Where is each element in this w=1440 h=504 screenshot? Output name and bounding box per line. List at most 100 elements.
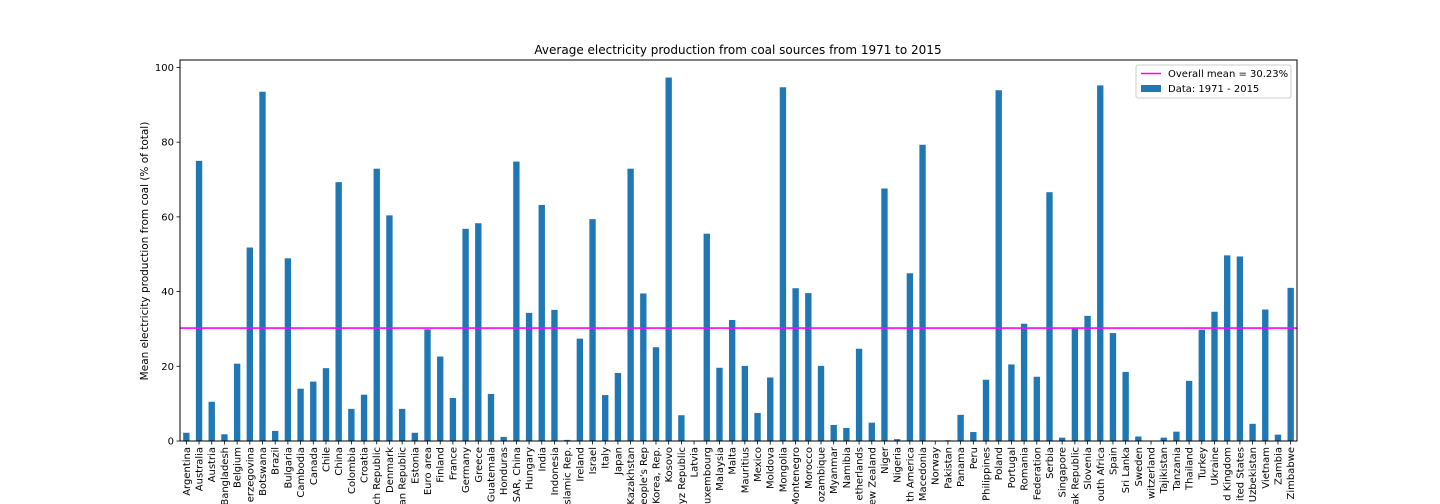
- bar-5: [246, 247, 253, 441]
- bar-18: [411, 432, 418, 441]
- x-tick-label: Japan: [613, 447, 624, 476]
- x-axis-ticks: Argentina Australia Austria Bangladesh Belgi…: [182, 441, 1297, 504]
- bar-3: [221, 434, 228, 441]
- bar-38: [665, 77, 672, 441]
- bar-77: [1160, 437, 1167, 441]
- x-tick-label: Tajikistan: [1159, 447, 1170, 494]
- bar-86: [1274, 434, 1282, 441]
- x-tick-label: ited States: [1235, 447, 1246, 501]
- bar-30: [563, 439, 571, 441]
- x-tick-label: Italy: [601, 447, 612, 469]
- x-tick-label: uxembourg: [702, 447, 713, 504]
- x-tick-label: Turkey: [1197, 447, 1208, 481]
- bar-1: [195, 160, 203, 441]
- x-tick-label: Hungary: [525, 447, 536, 490]
- x-tick-label: Niger: [880, 446, 891, 474]
- x-tick-label: witzerland: [1147, 447, 1158, 499]
- bar-64: [995, 90, 1002, 441]
- x-tick-label: Canada: [309, 447, 320, 485]
- x-tick-label: Thailand: [1185, 447, 1196, 491]
- x-tick-label: Indonesia: [550, 447, 561, 495]
- bar-73: [1109, 333, 1117, 441]
- bar-13: [348, 408, 355, 441]
- bar-6: [259, 91, 266, 441]
- x-tick-label: th America: [905, 447, 916, 502]
- bar-55: [881, 188, 888, 441]
- bar-75: [1135, 436, 1142, 441]
- x-tick-label: Latvia: [690, 447, 701, 477]
- bar-34: [614, 373, 622, 441]
- bar-72: [1097, 85, 1104, 442]
- bar-43: [728, 319, 736, 441]
- bar-63: [982, 379, 990, 441]
- x-tick-label: Ukraine: [1210, 447, 1221, 486]
- bar-52: [843, 427, 850, 441]
- bar-67: [1033, 376, 1040, 441]
- x-tick-label: Greece: [474, 447, 485, 483]
- bar-37: [652, 347, 660, 441]
- bar-29: [551, 309, 558, 441]
- x-tick-label: Myanmar: [829, 446, 840, 494]
- x-tick-label: Colombia: [347, 447, 358, 494]
- y-tick-label: 0: [168, 437, 174, 448]
- x-tick-label: Belgium: [233, 447, 244, 488]
- x-tick-label: Peru: [969, 447, 980, 469]
- legend-mean-label: Overall mean = 30.23%: [1168, 69, 1288, 80]
- bar-68: [1046, 192, 1053, 441]
- bar-56: [893, 439, 901, 441]
- x-tick-label: Ireland: [575, 447, 586, 482]
- x-tick-label: Pakistan: [943, 447, 954, 489]
- bar-46: [767, 377, 774, 441]
- bar-87: [1287, 287, 1294, 441]
- x-tick-label: etherlands: [855, 447, 866, 500]
- x-tick-label: Singapore: [1058, 447, 1069, 497]
- x-tick-label: Sweden: [1134, 447, 1145, 487]
- bar-58: [919, 144, 926, 442]
- x-tick-label: Zambia: [1273, 447, 1284, 485]
- bar-10: [310, 381, 317, 441]
- bar-50: [817, 365, 825, 441]
- x-tick-label: Mauritius: [740, 447, 751, 493]
- bar-82: [1224, 255, 1231, 441]
- x-tick-label: Namibia: [842, 447, 853, 488]
- x-tick-label: Bulgaria: [283, 447, 294, 488]
- bar-21: [449, 398, 457, 441]
- bar-20: [437, 356, 444, 441]
- x-tick-label: Finland: [436, 447, 447, 483]
- x-tick-label: Slovenia: [1083, 447, 1094, 490]
- bar-45: [754, 412, 761, 441]
- x-tick-label: Chile: [321, 447, 332, 472]
- bar-48: [792, 288, 799, 441]
- y-axis-label: Mean electricity production from coal (%…: [139, 122, 151, 381]
- bar-44: [741, 365, 749, 441]
- bar-71: [1084, 315, 1091, 441]
- bar-42: [716, 367, 723, 441]
- bar-15: [373, 168, 380, 441]
- bar-70: [1071, 328, 1079, 441]
- y-tick-label: 100: [155, 63, 174, 74]
- x-tick-label: d Kingdom: [1223, 447, 1234, 501]
- y-tick-label: 60: [161, 212, 174, 223]
- x-tick-label: Argentina: [182, 447, 193, 496]
- x-tick-label: Austria: [207, 447, 218, 482]
- bar-49: [805, 293, 812, 441]
- x-tick-label: Spain: [1108, 447, 1119, 475]
- bar-69: [1059, 437, 1066, 441]
- x-tick-label: Poland: [994, 447, 1005, 480]
- x-tick-label: ch Republic: [372, 447, 383, 504]
- x-tick-label: Korea, Rep.: [651, 447, 662, 504]
- x-tick-label: Federation: [1032, 447, 1043, 500]
- bar-85: [1262, 309, 1269, 441]
- x-tick-label: slamic Rep.: [563, 447, 574, 504]
- bar-66: [1020, 323, 1028, 441]
- x-tick-label: Malta: [728, 447, 739, 475]
- x-tick-label: erzegovina: [245, 447, 256, 502]
- bar-62: [970, 432, 977, 441]
- x-tick-label: Tanzania: [1172, 447, 1183, 492]
- y-tick-label: 80: [161, 138, 174, 149]
- x-tick-label: an Republic: [398, 447, 409, 504]
- plot-background: [180, 60, 1297, 441]
- x-tick-label: outh Africa: [1096, 447, 1107, 501]
- x-tick-label: Sri Lanka: [1121, 447, 1132, 493]
